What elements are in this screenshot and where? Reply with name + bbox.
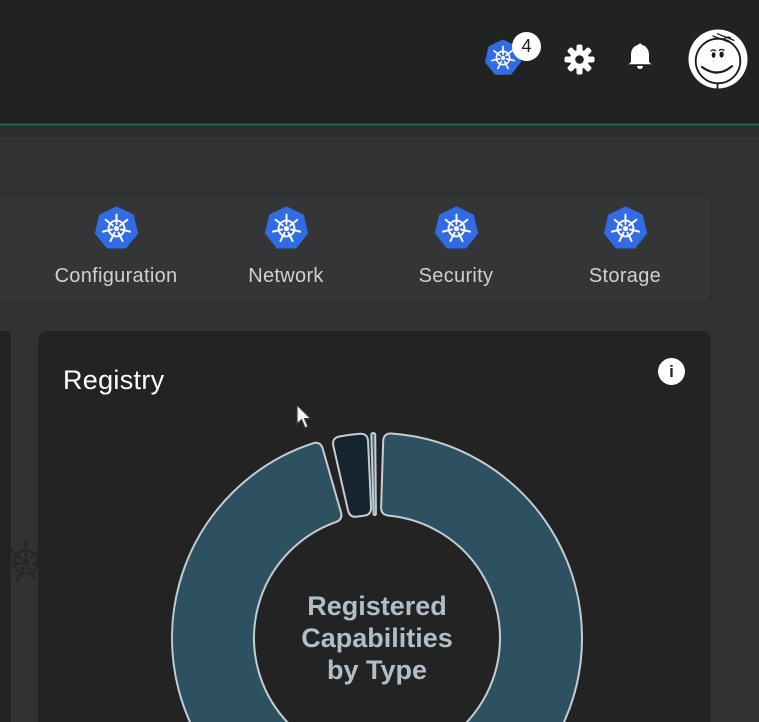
settings-button[interactable] [564,44,595,78]
capability-categories-panel: Configuration Network Security Storage [0,195,711,303]
category-label: Network [248,265,324,287]
kubernetes-notifications-button[interactable]: 4 [485,32,547,81]
bell-icon [628,43,652,69]
gear-icon [564,44,595,75]
donut-segment-tertiary-type[interactable] [370,432,377,517]
capabilities-donut-chart [171,432,584,722]
donut-segment-primary-type[interactable] [171,432,584,722]
header-divider-shadow [0,126,759,137]
category-item-configuration[interactable]: Configuration [36,206,196,294]
info-icon[interactable]: i [658,358,685,385]
kubernetes-icon [94,206,138,249]
registry-card: Registry i Registered Capabilities by Ty… [38,331,711,722]
category-item-security[interactable]: Security [376,206,536,294]
donut-segment-secondary-type[interactable] [332,432,373,518]
user-avatar-button[interactable] [688,29,748,92]
registry-card-title: Registry [63,365,165,395]
adjacent-card-sliver[interactable] [0,331,11,722]
kubernetes-icon [603,206,647,249]
smiley-face-avatar [688,29,748,89]
category-item-storage[interactable]: Storage [545,206,705,294]
category-label: Configuration [54,265,178,287]
kubernetes-icon [434,206,478,249]
category-label: Security [418,265,494,287]
notification-count-badge: 4 [512,32,541,61]
category-item-network[interactable]: Network [206,206,366,294]
app-header: 4 [0,0,759,123]
notifications-bell-button[interactable] [626,42,654,76]
kubernetes-icon [264,206,308,249]
header-divider [0,123,759,126]
category-label: Storage [588,265,662,287]
